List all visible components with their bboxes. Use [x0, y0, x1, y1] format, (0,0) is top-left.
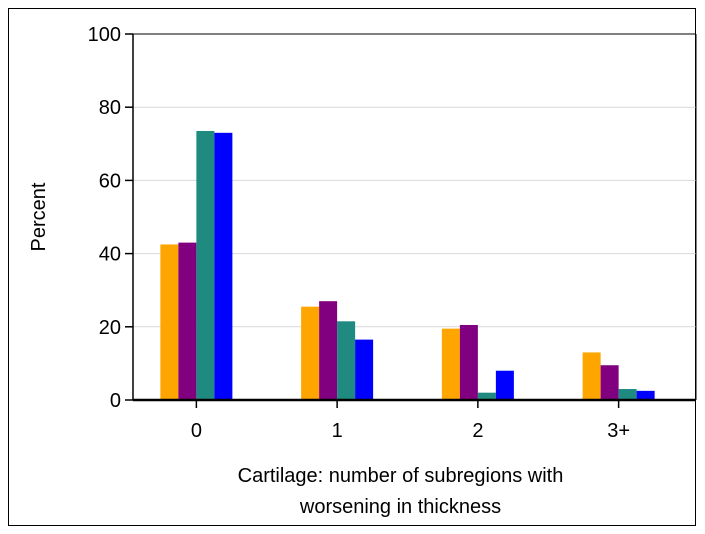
chart-frame	[8, 8, 696, 526]
bar	[196, 130, 215, 401]
y-tick-label: 80	[99, 97, 121, 119]
x-axis-label-line-1: Cartilage: number of subregions with	[238, 465, 564, 487]
bar	[355, 339, 374, 400]
x-tick-label: 3+	[607, 420, 630, 442]
x-tick-label: 2	[472, 420, 483, 442]
bar	[495, 370, 514, 400]
bar	[337, 321, 356, 400]
bars	[160, 130, 655, 401]
bar	[600, 365, 619, 400]
y-tick-label: 100	[88, 24, 121, 46]
bar	[214, 132, 233, 400]
x-axis-label-line-2: worsening in thickness	[299, 496, 501, 518]
bar	[459, 324, 478, 400]
axes	[132, 33, 697, 402]
y-tick-label: 40	[99, 244, 121, 266]
bar	[477, 392, 496, 400]
bar	[178, 242, 197, 400]
bar	[441, 328, 460, 400]
y-tick-label: 60	[99, 170, 121, 192]
x-tick-label: 0	[191, 420, 202, 442]
x-tick-label: 1	[332, 420, 343, 442]
bar	[582, 352, 601, 400]
bar	[160, 244, 179, 400]
bar	[618, 389, 637, 400]
y-tick-label: 0	[110, 390, 121, 412]
y-tick-label: 20	[99, 317, 121, 339]
y-axis-label: Percent	[28, 182, 50, 251]
bar	[319, 301, 338, 400]
y-axis-ticks: 0 20 40 60 80 100	[88, 24, 133, 412]
bar	[636, 390, 655, 400]
bar	[301, 306, 320, 400]
x-axis-ticks: 0 1 2 3+	[191, 400, 630, 442]
